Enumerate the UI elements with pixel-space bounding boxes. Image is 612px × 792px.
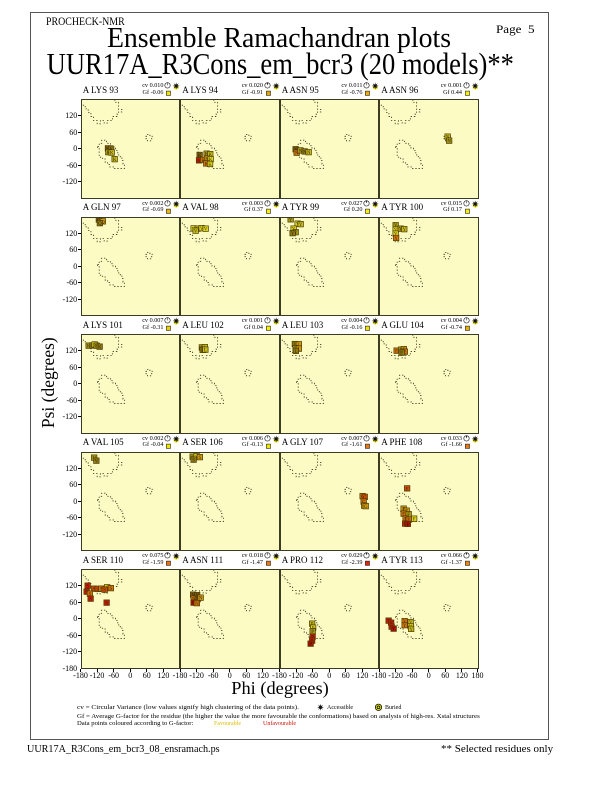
svg-text:V: V	[94, 459, 98, 464]
svg-text:Y: Y	[290, 232, 294, 237]
svg-text:N: N	[195, 602, 199, 607]
svg-text:K: K	[208, 153, 212, 158]
svg-text:P: P	[311, 630, 314, 635]
svg-text:K: K	[197, 159, 201, 164]
svg-text:G: G	[362, 495, 366, 500]
svg-text:N: N	[294, 152, 298, 157]
svg-text:V: V	[204, 227, 208, 232]
svg-text:Q: Q	[98, 222, 102, 227]
svg-text:V: V	[200, 227, 204, 232]
svg-text:S: S	[99, 588, 102, 593]
svg-text:F: F	[407, 513, 410, 518]
svg-text:K: K	[97, 346, 101, 351]
svg-text:Y: Y	[394, 236, 398, 241]
svg-text:F: F	[402, 512, 405, 517]
svg-text:Y: Y	[288, 218, 292, 223]
svg-text:S: S	[92, 588, 95, 593]
svg-text:Q: Q	[101, 220, 105, 225]
svg-text:S: S	[86, 585, 89, 590]
svg-text:N: N	[306, 151, 310, 156]
svg-text:K: K	[208, 163, 212, 168]
svg-text:E: E	[400, 352, 403, 357]
svg-text:Y: Y	[298, 223, 302, 228]
svg-text:N: N	[298, 149, 302, 154]
svg-text:V: V	[194, 229, 198, 234]
svg-text:L: L	[204, 349, 207, 354]
svg-text:Y: Y	[402, 228, 406, 233]
svg-text:G: G	[363, 505, 367, 510]
svg-text:S: S	[192, 458, 195, 463]
svg-text:K: K	[205, 158, 209, 163]
svg-text:K: K	[209, 158, 213, 163]
svg-text:S: S	[105, 602, 108, 607]
svg-text:K: K	[86, 345, 90, 350]
svg-text:F: F	[413, 517, 416, 522]
svg-text:L: L	[294, 350, 297, 355]
svg-text:K: K	[112, 158, 116, 163]
svg-text:Y: Y	[399, 227, 403, 232]
svg-text:P: P	[309, 643, 312, 648]
svg-text:S: S	[109, 587, 112, 592]
svg-text:Y: Y	[392, 628, 396, 633]
svg-text:Y: Y	[293, 231, 297, 236]
svg-text:K: K	[204, 162, 208, 167]
svg-text:Y: Y	[403, 624, 407, 629]
svg-text:S: S	[199, 456, 202, 461]
svg-text:S: S	[103, 589, 106, 594]
svg-text:K: K	[198, 154, 202, 159]
svg-text:S: S	[89, 598, 92, 603]
svg-text:K: K	[205, 153, 209, 158]
svg-text:K: K	[109, 152, 113, 157]
svg-text:F: F	[407, 522, 410, 527]
svg-text:E: E	[395, 350, 398, 355]
svg-text:N: N	[302, 150, 306, 155]
svg-text:S: S	[88, 593, 91, 598]
svg-text:S: S	[96, 588, 99, 593]
svg-text:Y: Y	[409, 628, 413, 633]
svg-text:N: N	[199, 597, 203, 602]
svg-text:E: E	[403, 351, 406, 356]
svg-text:N: N	[447, 140, 451, 145]
svg-text:F: F	[406, 487, 409, 492]
